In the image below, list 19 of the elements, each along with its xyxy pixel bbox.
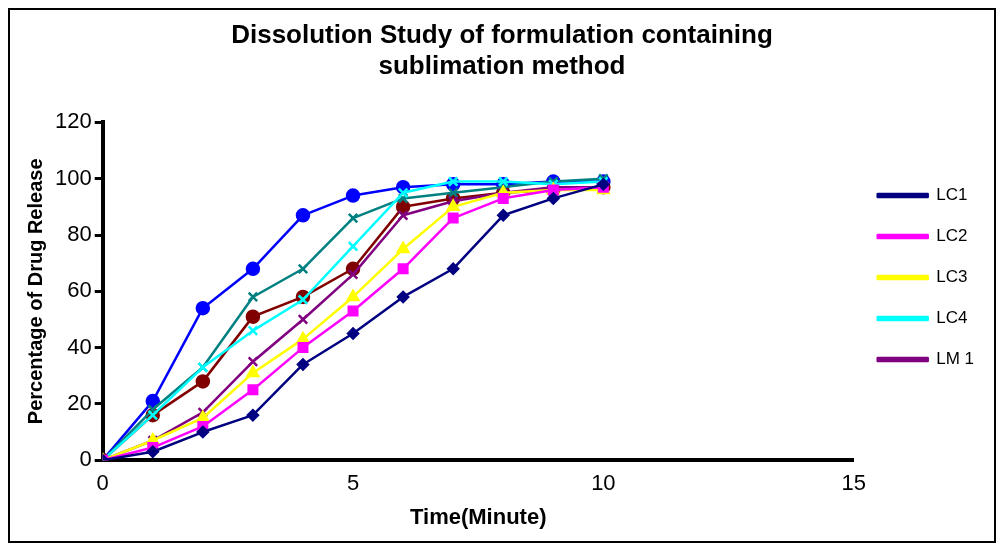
- x-tick-label: 0: [96, 470, 109, 496]
- x-tick-label: 5: [346, 470, 360, 496]
- legend-label: LM 1: [936, 349, 974, 369]
- y-tick-label: 80: [67, 221, 92, 247]
- x-tick-label: 15: [841, 470, 866, 496]
- legend-label: LC2: [936, 226, 968, 246]
- legend-label: LC4: [936, 308, 968, 328]
- x-tick-label: 10: [591, 470, 616, 496]
- y-tick-label: 60: [67, 277, 92, 303]
- y-axis-title: Percentage of Drug Release: [23, 158, 46, 425]
- y-tick-label: 40: [67, 333, 92, 359]
- y-tick-label: 0: [79, 446, 92, 472]
- legend-label: LC1: [936, 185, 968, 205]
- y-tick-label: 120: [54, 108, 92, 134]
- legend-label: LC3: [936, 267, 968, 287]
- chart-title: Dissolution Study of formulation containing sublimation method: [231, 18, 773, 80]
- y-tick-label: 100: [54, 164, 92, 190]
- y-tick-label: 20: [67, 389, 92, 415]
- x-axis-title: Time(Minute): [409, 503, 547, 529]
